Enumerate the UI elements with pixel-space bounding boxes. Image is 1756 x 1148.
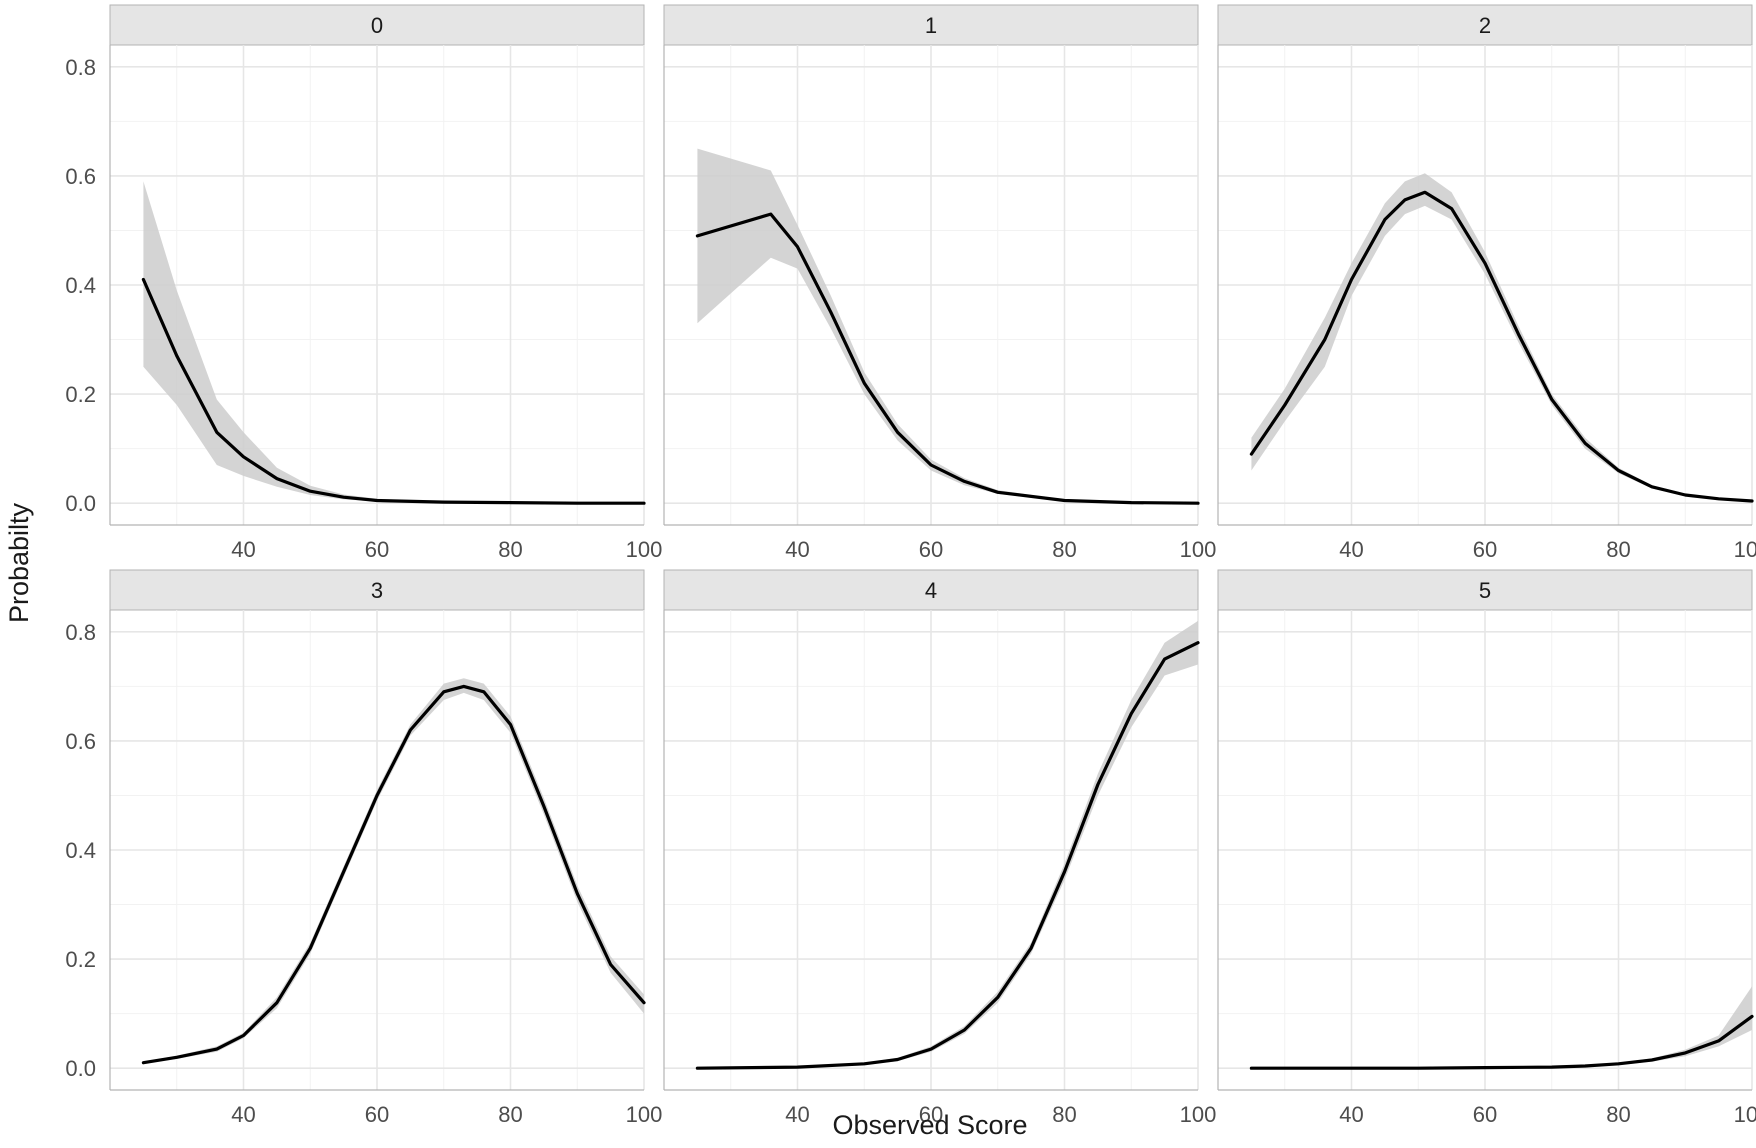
confidence-band-4	[697, 620, 1198, 1069]
y-tick-label: 0.8	[65, 55, 96, 80]
x-tick-label: 80	[1052, 1102, 1076, 1127]
x-tick-label: 60	[919, 537, 943, 562]
facet-panel-5: 5 40 60 80 100	[1217, 569, 1756, 1127]
probability-line-1	[695, 212, 1200, 505]
x-tick-label: 40	[231, 537, 255, 562]
facet-panel-0: 0 0.0 0.2 0.4 0.6 0.8 40 60 80 100	[65, 4, 663, 562]
facet-strip-label: 3	[371, 578, 383, 603]
x-tick-label: 80	[1606, 1102, 1630, 1127]
probability-line-4	[695, 641, 1200, 1070]
facet-strip-label: 1	[925, 13, 937, 38]
probability-line-0	[141, 277, 646, 505]
x-tick-label: 60	[365, 1102, 389, 1127]
x-tick-label: 80	[1052, 537, 1076, 562]
facet-strip	[1217, 569, 1753, 611]
x-tick-label: 100	[1180, 537, 1217, 562]
y-tick-label: 0.8	[65, 620, 96, 645]
x-tick-label: 60	[365, 537, 389, 562]
facet-strip	[1217, 4, 1753, 46]
facet-panel-1: 1 40 60 80 100	[663, 4, 1217, 562]
y-tick-label: 0.4	[65, 838, 96, 863]
probability-line-3	[141, 684, 646, 1065]
x-tick-label: 40	[1339, 537, 1363, 562]
y-tick-label: 0.4	[65, 273, 96, 298]
x-tick-label: 100	[626, 1102, 663, 1127]
y-axis-title: Probabilty	[4, 502, 34, 623]
facet-panel-4: 4 40 60 80 100	[663, 569, 1217, 1127]
x-tick-label: 40	[785, 1102, 809, 1127]
y-tick-label: 0.2	[65, 382, 96, 407]
x-axis-title: Observed Score	[832, 1110, 1027, 1140]
x-tick-label: 100	[1734, 1102, 1756, 1127]
x-tick-label: 60	[1473, 1102, 1497, 1127]
facet-strip-label: 2	[1479, 13, 1491, 38]
x-tick-label: 100	[1734, 537, 1756, 562]
y-tick-label: 0.0	[65, 491, 96, 516]
confidence-band-1	[697, 148, 1198, 504]
facet-strip	[663, 569, 1199, 611]
y-tick-label: 0.6	[65, 164, 96, 189]
x-tick-label: 40	[785, 537, 809, 562]
x-tick-label: 80	[498, 537, 522, 562]
facet-strip-label: 5	[1479, 578, 1491, 603]
y-tick-label: 0.0	[65, 1056, 96, 1081]
x-tick-label: 100	[626, 537, 663, 562]
confidence-band-0	[143, 181, 644, 504]
probability-line-5	[1249, 1014, 1754, 1070]
x-tick-label: 40	[231, 1102, 255, 1127]
x-tick-label: 80	[498, 1102, 522, 1127]
facet-strip	[109, 4, 645, 46]
x-tick-label: 100	[1180, 1102, 1217, 1127]
x-tick-label: 40	[1339, 1102, 1363, 1127]
facet-panel-2: 2 40 60 80 100	[1217, 4, 1756, 562]
facet-strip	[109, 569, 645, 611]
x-tick-label: 80	[1606, 537, 1630, 562]
facet-strip-label: 0	[371, 13, 383, 38]
x-tick-label: 60	[919, 1102, 943, 1127]
y-tick-label: 0.2	[65, 947, 96, 972]
facet-panels: 0 0.0 0.2 0.4 0.6 0.8 40 60 80 100 1 40 60 80 100 2 40 60…	[65, 4, 1756, 1127]
probability-line-2	[1249, 190, 1754, 503]
facet-strip-label: 4	[925, 578, 937, 603]
x-tick-label: 60	[1473, 537, 1497, 562]
facet-panel-3: 3 0.0 0.2 0.4 0.6 0.8 40 60 80 100	[65, 569, 663, 1127]
y-tick-label: 0.6	[65, 729, 96, 754]
facet-strip	[663, 4, 1199, 46]
